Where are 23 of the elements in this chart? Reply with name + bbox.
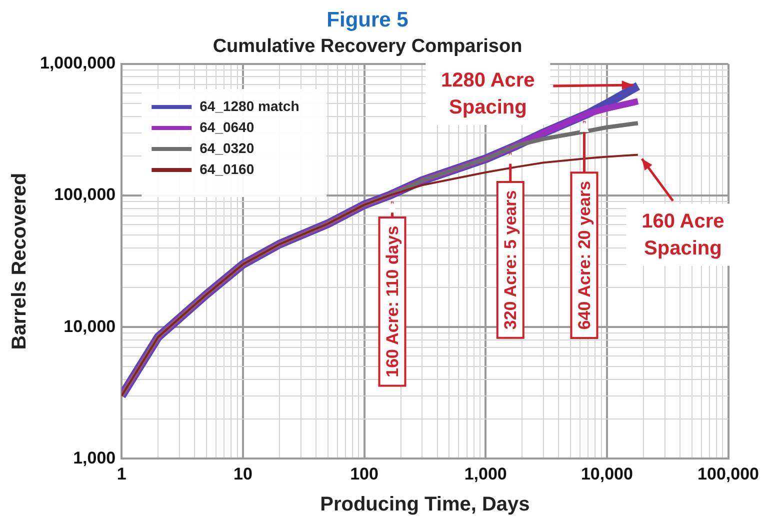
annotation: 1280 Acre Spacing <box>441 70 535 119</box>
annotation: 320 Acre: 5 years <box>501 190 520 330</box>
x-tick-label: 1 <box>116 464 126 484</box>
y-tick-label: 10,000 <box>64 316 116 336</box>
x-tick-label: 10,000 <box>580 464 633 484</box>
annotation: 160 Acre Spacing <box>642 210 724 260</box>
legend-label: 64_0160 <box>200 160 254 177</box>
y-tick-label: 100,000 <box>54 185 116 204</box>
y-tick-label: 1,000 <box>73 448 116 468</box>
x-tick-label: 10 <box>233 464 252 484</box>
legend-label: 64_0320 <box>200 140 254 156</box>
x-tick-label: 100,000 <box>698 464 759 484</box>
x-axis-title: Producing Time, Days <box>320 494 530 516</box>
annotation: 640 Acre: 20 years <box>574 180 594 330</box>
legend-label: 64_1280 match <box>200 98 300 114</box>
chart-subtitle: Cumulative Recovery Comparison <box>212 36 522 57</box>
annotation: 160 Acre: 110 days <box>382 226 402 378</box>
y-axis-title: Barrels Recovered <box>8 172 31 350</box>
chart-title: Figure 5 <box>326 8 409 32</box>
y-tick-label: 1,000,000 <box>40 54 116 73</box>
x-tick-label: 100 <box>350 464 378 484</box>
x-tick-label: 1,000 <box>464 464 507 484</box>
legend-label: 64_0640 <box>200 118 254 135</box>
